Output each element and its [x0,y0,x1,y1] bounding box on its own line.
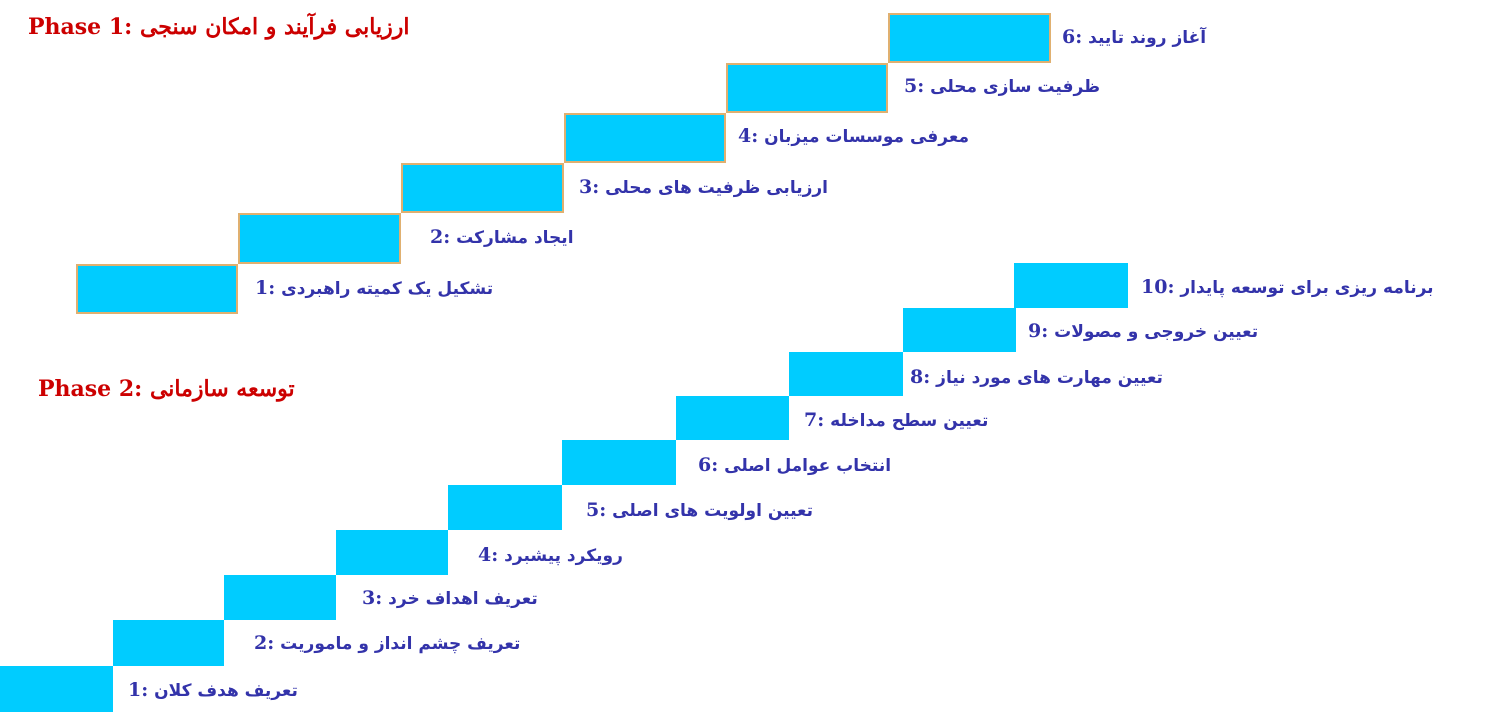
phase2-step-5-block [448,485,562,530]
phase1-step-6-label: 6: آغاز روند تایید [1062,26,1207,48]
phase2-step-1-label: 1: تعریف هدف کلان [128,679,298,701]
phase2-step-7-block [676,396,789,440]
phase1-step-4-label: 4: معرفی موسسات میزبان [738,125,970,147]
phase2-step-1-block [0,666,113,712]
phase1-step-5-block [726,63,888,113]
phase2-step-9-label: 9: تعیین خروجی و مصولات [1028,320,1259,342]
phase2-step-2-label: 2: تعریف چشم انداز و ماموریت [254,632,521,654]
phase1-step-3-block [401,163,564,213]
phase1-step-5-label: 5: ظرفیت سازی محلی [904,75,1101,97]
phase1-title: Phase 1: ارزیابی فرآیند و امکان سنجی [28,14,410,40]
phase2-title: Phase 2: توسعه سازمانی [38,376,295,402]
phase1-step-1-block [76,264,238,314]
phase2-step-10-label: 10: برنامه ریزی برای توسعه پایدار [1141,276,1434,298]
phase2-step-7-label: 7: تعیین سطح مداخله [804,409,989,431]
phase1-step-2-block [238,213,401,264]
phase1-step-1-label: 1: تشکیل یک کمیته راهبردی [255,277,494,299]
phase2-step-6-block [562,440,676,485]
phase1-step-4-block [564,113,726,163]
phase2-step-4-label: 4: رویکرد پیشبرد [478,544,623,566]
phase2-step-6-label: 6: انتخاب عوامل اصلی [698,454,892,476]
phase2-step-8-label: 8: تعیین مهارت های مورد نیاز [910,366,1163,388]
phase1-step-2-label: 2: ایجاد مشارکت [430,226,574,248]
phase1-step-6-block [888,13,1051,63]
phase1-step-3-label: 3: ارزیابی ظرفیت های محلی [579,176,828,198]
phase2-step-3-block [224,575,336,620]
phase2-step-3-label: 3: تعریف اهداف خرد [362,587,538,609]
phase2-step-2-block [113,620,224,666]
phase2-step-10-block [1014,263,1128,308]
phase2-step-4-block [336,530,448,575]
phase2-step-8-block [789,352,903,396]
phase2-step-5-label: 5: تعیین اولویت های اصلی [586,499,814,521]
phase2-step-9-block [903,308,1016,352]
